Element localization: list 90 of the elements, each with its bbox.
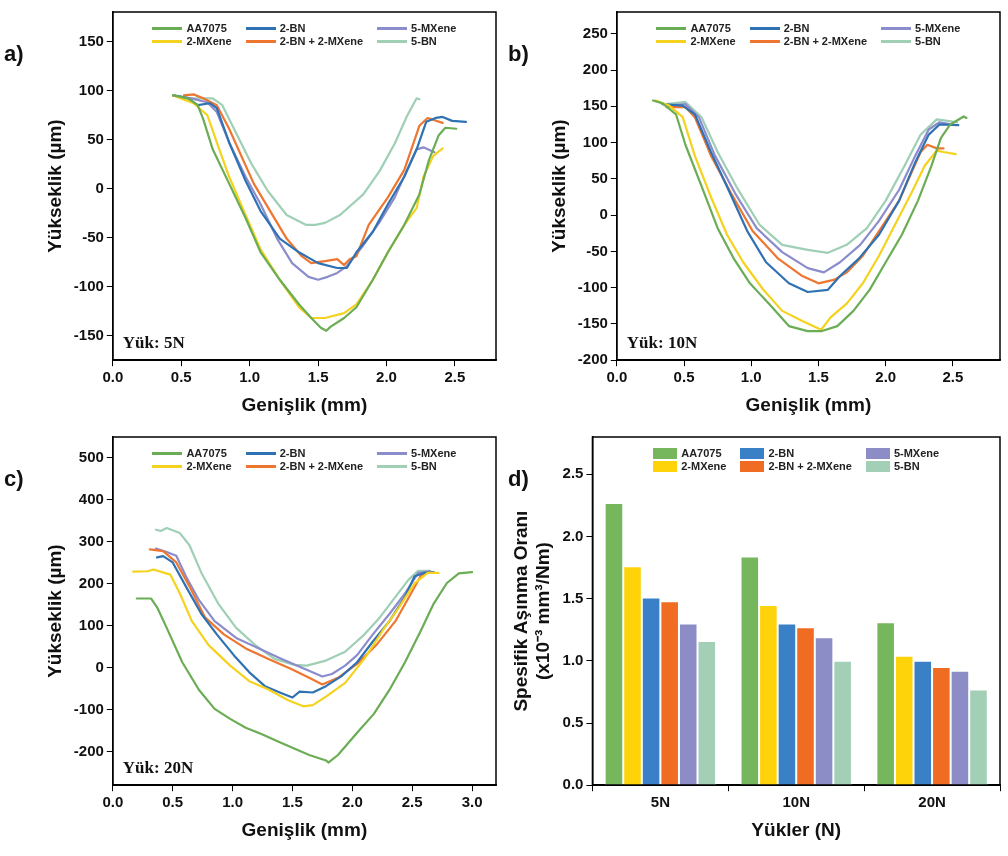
y-tick-label: -50 <box>586 241 608 259</box>
y-tick-label: 50 <box>591 168 608 186</box>
legend-label: 2-BN <box>783 22 810 34</box>
legend-label: 2-BN <box>768 447 795 459</box>
legend-label: 2-MXene <box>186 35 232 47</box>
y-tick-label: 150 <box>78 31 104 49</box>
legend-label: 5-MXene <box>411 447 457 459</box>
legend-label: 5-MXene <box>411 22 457 34</box>
y-tick-label: -200 <box>73 741 104 759</box>
y-tick-label: 1.5 <box>562 588 584 606</box>
y-axis-title: Yükseklik (µm) <box>43 119 65 253</box>
y-tick-label: 150 <box>582 96 608 114</box>
y-tick-label: 200 <box>582 60 608 78</box>
y-tick-label: -150 <box>577 314 608 332</box>
x-tick-label: 2.0 <box>875 368 897 386</box>
text: a) <box>4 41 24 67</box>
y-tick-label: 100 <box>78 615 104 633</box>
y-tick-label: -50 <box>82 227 104 245</box>
legend-label: 5-BN <box>915 35 941 47</box>
y-tick-label: 1.0 <box>562 650 584 668</box>
x-tick-label: 1.5 <box>282 793 303 811</box>
y-tick-label: -100 <box>73 276 104 294</box>
x-tick-label: 1.5 <box>307 368 329 386</box>
x-tick-label: 0.5 <box>673 368 695 386</box>
x-tick-label: 2.5 <box>444 368 466 386</box>
x-tick-label: 10N <box>782 793 810 811</box>
x-tick-label: 1.0 <box>222 793 243 811</box>
y-tick-label: 100 <box>78 80 104 98</box>
legend-label: 2-BN + 2-MXene <box>279 35 364 47</box>
legend-label: 2-BN + 2-MXene <box>279 460 364 472</box>
x-tick-label: 0.5 <box>170 368 192 386</box>
x-axis-title: Genişlik (mm) <box>241 818 368 840</box>
y-tick-label: -100 <box>73 699 104 717</box>
y-tick-label: 0.0 <box>562 775 584 793</box>
x-tick-label: 0.5 <box>162 793 184 811</box>
legend-label: 2-BN <box>279 22 306 34</box>
legend-label: 5-BN <box>411 35 437 47</box>
y-tick-label: 0 <box>95 178 104 196</box>
legend-label: 5-MXene <box>893 447 940 459</box>
x-tick-label: 0.0 <box>606 368 628 386</box>
x-tick-label: 2.0 <box>376 368 397 386</box>
x-tick-label: 20N <box>918 793 946 811</box>
y-tick-label: 0 <box>95 657 104 675</box>
x-tick-label: 1.0 <box>740 368 762 386</box>
y-axis-title: Yükseklik (µm) <box>547 119 569 253</box>
legend-label: 2-BN <box>279 447 306 459</box>
x-tick-label: 1.0 <box>239 368 261 386</box>
x-tick-label: 3.0 <box>461 793 483 811</box>
annotation: Yük: 10N <box>626 333 698 353</box>
legend-label: 2-BN + 2-MXene <box>768 460 852 472</box>
y-tick-label: 0.5 <box>562 713 584 731</box>
y-tick-label: 250 <box>582 23 608 41</box>
x-axis-title: Yükler (N) <box>751 818 842 840</box>
y-tick-label: 2.0 <box>562 526 584 544</box>
annotation: Yük: 5N <box>122 333 186 353</box>
legend-label: AA7075 <box>681 447 722 459</box>
legend-label: 2-MXene <box>690 35 736 47</box>
x-tick-label: 2.5 <box>942 368 964 386</box>
x-axis-title: Genişlik (mm) <box>241 393 368 415</box>
y-axis-title: Spesifik Aşınma Oranı (x10⁻³ mm³/Nm) <box>509 510 554 712</box>
x-tick-label: 2.0 <box>341 793 363 811</box>
legend-label: 2-MXene <box>681 460 727 472</box>
legend-label: 2-MXene <box>186 460 232 472</box>
y-tick-label: 100 <box>582 132 608 150</box>
legend-label: 5-BN <box>893 460 920 472</box>
text: b) <box>508 41 529 67</box>
y-axis-title: Yükseklik (µm) <box>43 544 65 678</box>
x-tick-label: 5N <box>650 793 670 811</box>
legend-label: AA7075 <box>690 22 731 34</box>
y-tick-label: 300 <box>78 532 104 550</box>
annotation: Yük: 20N <box>122 758 194 778</box>
text: c) <box>4 466 24 492</box>
y-tick-label: 0 <box>599 205 608 223</box>
text: d) <box>508 466 529 492</box>
y-tick-label: 500 <box>78 448 104 466</box>
x-tick-label: 1.5 <box>808 368 829 386</box>
legend-label: 2-BN + 2-MXene <box>783 35 868 47</box>
y-tick-label: 2.5 <box>562 464 584 482</box>
y-tick-label: 400 <box>78 490 104 508</box>
x-axis-title: Genişlik (mm) <box>745 393 872 415</box>
x-tick-label: 2.5 <box>401 793 423 811</box>
y-tick-label: -200 <box>577 350 608 368</box>
legend-label: AA7075 <box>186 447 227 459</box>
legend-label: AA7075 <box>186 22 227 34</box>
y-tick-label: 50 <box>87 129 104 147</box>
y-tick-label: -150 <box>73 325 104 343</box>
legend-label: 5-BN <box>411 460 437 472</box>
legend-label: 5-MXene <box>915 22 961 34</box>
y-tick-label: -100 <box>577 277 608 295</box>
y-tick-label: 200 <box>78 573 104 591</box>
